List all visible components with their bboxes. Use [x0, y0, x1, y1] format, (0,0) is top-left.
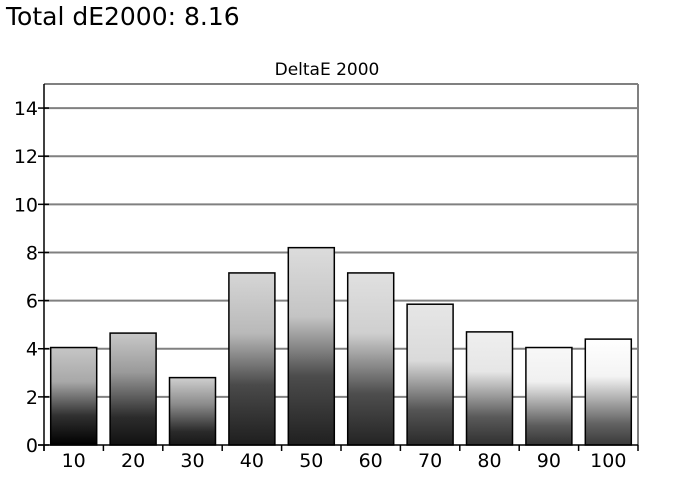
x-tick-label-70: 70 [418, 450, 442, 472]
bar-100 [584, 338, 633, 446]
bars [49, 246, 633, 446]
y-tick-label-6: 6 [26, 291, 38, 313]
x-tick-label-40: 40 [240, 450, 264, 472]
bar-70 [406, 303, 454, 446]
x-tick-label-30: 30 [180, 450, 204, 472]
bar-90 [525, 346, 573, 446]
y-tick-label-14: 14 [14, 98, 38, 120]
bar-30 [168, 376, 217, 446]
x-tick-label-60: 60 [359, 450, 383, 472]
y-tick-label-10: 10 [14, 194, 38, 216]
y-tick-label-4: 4 [26, 339, 38, 361]
bar-20 [109, 332, 157, 446]
x-tick-label-20: 20 [121, 450, 145, 472]
axes [38, 84, 639, 451]
x-tick-label-100: 100 [590, 450, 626, 472]
page-title: Total dE2000: 8.16 [6, 2, 240, 31]
bar-60 [346, 272, 395, 446]
y-tick-label-2: 2 [26, 387, 38, 409]
bar-50 [287, 246, 336, 446]
y-tick-label-12: 12 [14, 146, 38, 168]
chart-title: DeltaE 2000 [275, 60, 380, 80]
x-tick-label-80: 80 [477, 450, 501, 472]
bar-80 [465, 331, 514, 446]
x-axis-tick-labels: 10 20 30 40 50 60 70 80 90 100 [62, 450, 627, 472]
y-tick-label-8: 8 [26, 242, 38, 264]
y-tick-label-0: 0 [26, 435, 38, 457]
x-tick-label-10: 10 [62, 450, 86, 472]
x-tick-label-90: 90 [537, 450, 561, 472]
x-tick-label-50: 50 [299, 450, 323, 472]
bar-10 [49, 346, 98, 446]
bar-40 [228, 272, 276, 446]
y-axis-tick-labels: 0 2 4 6 8 10 12 14 [14, 98, 38, 457]
